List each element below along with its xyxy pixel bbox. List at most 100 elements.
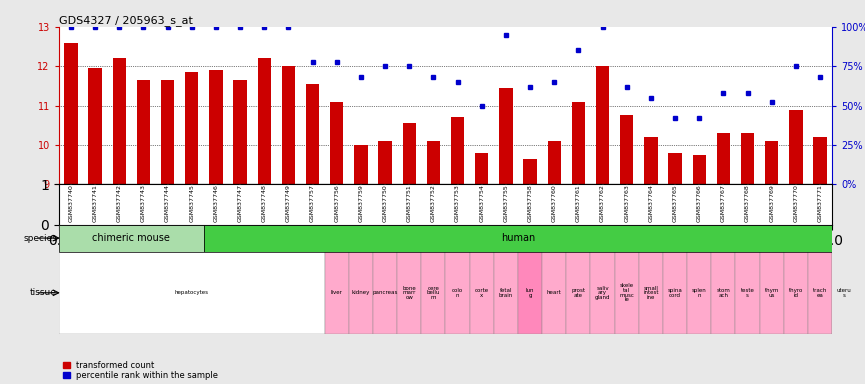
Bar: [59, 225, 204, 252]
Text: corte
x: corte x: [475, 288, 489, 298]
Bar: [355, 145, 368, 184]
Bar: [378, 141, 392, 184]
Bar: [451, 118, 465, 184]
Text: chimeric mouse: chimeric mouse: [93, 233, 170, 243]
Text: GSM837768: GSM837768: [745, 184, 750, 222]
Text: kidney: kidney: [352, 290, 370, 295]
Bar: [759, 252, 784, 334]
Text: GSM837751: GSM837751: [407, 184, 412, 222]
Text: tissue: tissue: [30, 288, 57, 297]
Text: GSM837756: GSM837756: [334, 184, 339, 222]
Text: GSM837771: GSM837771: [817, 184, 823, 222]
Bar: [567, 252, 591, 334]
Bar: [475, 153, 489, 184]
Text: GSM837770: GSM837770: [793, 184, 798, 222]
Bar: [832, 252, 856, 334]
Bar: [426, 141, 440, 184]
Text: GSM837750: GSM837750: [382, 184, 388, 222]
Bar: [669, 153, 682, 184]
Bar: [306, 84, 319, 184]
Bar: [548, 141, 561, 184]
Bar: [572, 102, 585, 184]
Text: GSM837749: GSM837749: [286, 184, 291, 222]
Bar: [59, 252, 324, 334]
Bar: [112, 58, 126, 184]
Bar: [88, 68, 102, 184]
Bar: [421, 252, 445, 334]
Bar: [813, 137, 827, 184]
Bar: [741, 133, 754, 184]
Text: skele
tal
musc
le: skele tal musc le: [619, 283, 634, 302]
Bar: [373, 252, 397, 334]
Text: GSM837740: GSM837740: [68, 184, 74, 222]
Bar: [282, 66, 295, 184]
Bar: [204, 225, 832, 252]
Bar: [209, 70, 222, 184]
Bar: [687, 252, 711, 334]
Bar: [330, 102, 343, 184]
Text: small
intest
ine: small intest ine: [644, 286, 658, 300]
Text: GSM837742: GSM837742: [117, 184, 122, 222]
Bar: [638, 252, 663, 334]
Bar: [717, 133, 730, 184]
Text: GSM837754: GSM837754: [479, 184, 484, 222]
Text: GSM837745: GSM837745: [189, 184, 195, 222]
Text: pancreas: pancreas: [372, 290, 398, 295]
Bar: [402, 123, 416, 184]
Text: GSM837752: GSM837752: [431, 184, 436, 222]
Text: GSM837766: GSM837766: [696, 184, 702, 222]
Text: GSM837748: GSM837748: [262, 184, 266, 222]
Text: GSM837759: GSM837759: [358, 184, 363, 222]
Text: thyro
id: thyro id: [789, 288, 803, 298]
Bar: [445, 252, 470, 334]
Text: GSM837757: GSM837757: [310, 184, 315, 222]
Bar: [397, 252, 421, 334]
Text: saliv
ary
gland: saliv ary gland: [595, 286, 611, 300]
Text: GSM837743: GSM837743: [141, 184, 146, 222]
Text: GSM837760: GSM837760: [552, 184, 557, 222]
Bar: [620, 116, 633, 184]
Text: GSM837769: GSM837769: [769, 184, 774, 222]
Text: liver: liver: [330, 290, 343, 295]
Bar: [258, 58, 271, 184]
Legend: transformed count, percentile rank within the sample: transformed count, percentile rank withi…: [63, 361, 218, 380]
Bar: [64, 43, 78, 184]
Bar: [542, 252, 567, 334]
Text: hepatocytes: hepatocytes: [175, 290, 208, 295]
Text: GSM837753: GSM837753: [455, 184, 460, 222]
Bar: [644, 137, 657, 184]
Bar: [161, 80, 174, 184]
Bar: [615, 252, 638, 334]
Bar: [234, 80, 247, 184]
Text: GDS4327 / 205963_s_at: GDS4327 / 205963_s_at: [59, 15, 193, 26]
Bar: [735, 252, 759, 334]
Bar: [499, 88, 513, 184]
Bar: [185, 72, 198, 184]
Text: GSM837762: GSM837762: [600, 184, 605, 222]
Text: GSM837765: GSM837765: [673, 184, 677, 222]
Bar: [324, 252, 349, 334]
Bar: [663, 252, 687, 334]
Text: teste
s: teste s: [740, 288, 754, 298]
Bar: [693, 155, 706, 184]
Bar: [349, 252, 373, 334]
Text: colo
n: colo n: [452, 288, 463, 298]
Text: human: human: [501, 233, 535, 243]
Text: cere
bellu
m: cere bellu m: [426, 286, 440, 300]
Text: GSM837755: GSM837755: [503, 184, 509, 222]
Bar: [789, 109, 803, 184]
Bar: [494, 252, 518, 334]
Bar: [518, 252, 542, 334]
Text: spina
cord: spina cord: [668, 288, 682, 298]
Text: splen
n: splen n: [692, 288, 707, 298]
Text: GSM837758: GSM837758: [528, 184, 533, 222]
Bar: [711, 252, 735, 334]
Bar: [591, 252, 615, 334]
Text: prost
ate: prost ate: [572, 288, 586, 298]
Text: bone
marr
ow: bone marr ow: [402, 286, 416, 300]
Text: fetal
brain: fetal brain: [499, 288, 513, 298]
Text: GSM837767: GSM837767: [721, 184, 726, 222]
Bar: [137, 80, 150, 184]
Text: GSM837763: GSM837763: [625, 184, 629, 222]
Bar: [523, 159, 536, 184]
